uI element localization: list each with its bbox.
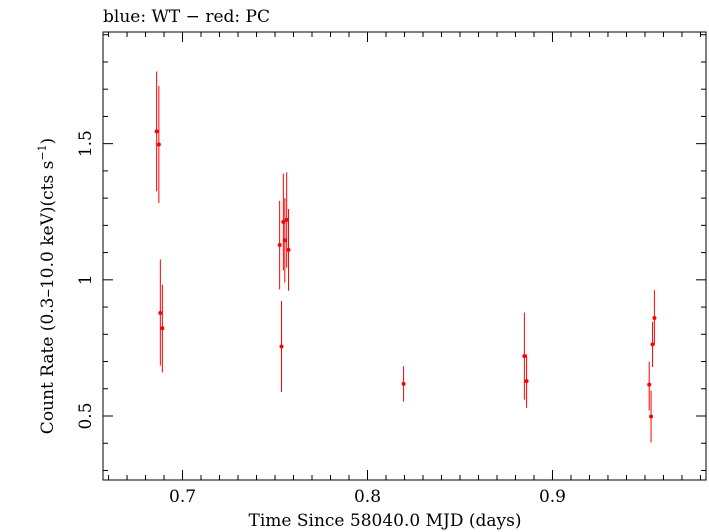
data-point: [154, 129, 159, 134]
y-axis-label: Count Rate (0.3–10.0 keV)(cts s−1): [36, 138, 58, 434]
data-point: [524, 379, 529, 384]
y-tick-label: 1: [76, 274, 96, 285]
axis-tick-labels: 0.7 0.8 0.9 0.5 1 1.5: [76, 130, 566, 507]
y-axis-label-main: Count Rate (0.3–10.0 keV)(cts s: [38, 161, 58, 435]
data-point: [647, 382, 652, 387]
y-tick-label: 1.5: [76, 130, 96, 157]
data-point: [401, 381, 406, 386]
data-point: [160, 326, 165, 331]
plot-frame: [102, 31, 707, 481]
data-point: [284, 217, 289, 222]
data-point: [286, 247, 291, 252]
x-tick-label: 0.9: [539, 487, 566, 507]
data-point: [277, 242, 282, 247]
data-point: [282, 238, 287, 243]
data-points: [154, 71, 657, 443]
y-tick-label: 0.5: [76, 402, 96, 429]
x-tick-label: 0.8: [354, 487, 381, 507]
chart-title: blue: WT − red: PC: [103, 7, 270, 27]
y-axis-label-sup: −1: [36, 144, 49, 160]
data-point: [158, 311, 163, 316]
x-axis-label: Time Since 58040.0 MJD (days): [249, 511, 522, 531]
data-point: [650, 342, 655, 347]
data-point: [649, 414, 654, 419]
data-point: [279, 344, 284, 349]
x-tick-label: 0.7: [169, 487, 196, 507]
data-point: [156, 142, 161, 147]
y-axis-label-close: ): [38, 138, 58, 145]
data-point: [522, 354, 527, 359]
axis-ticks: [103, 32, 706, 480]
data-point: [652, 315, 657, 320]
